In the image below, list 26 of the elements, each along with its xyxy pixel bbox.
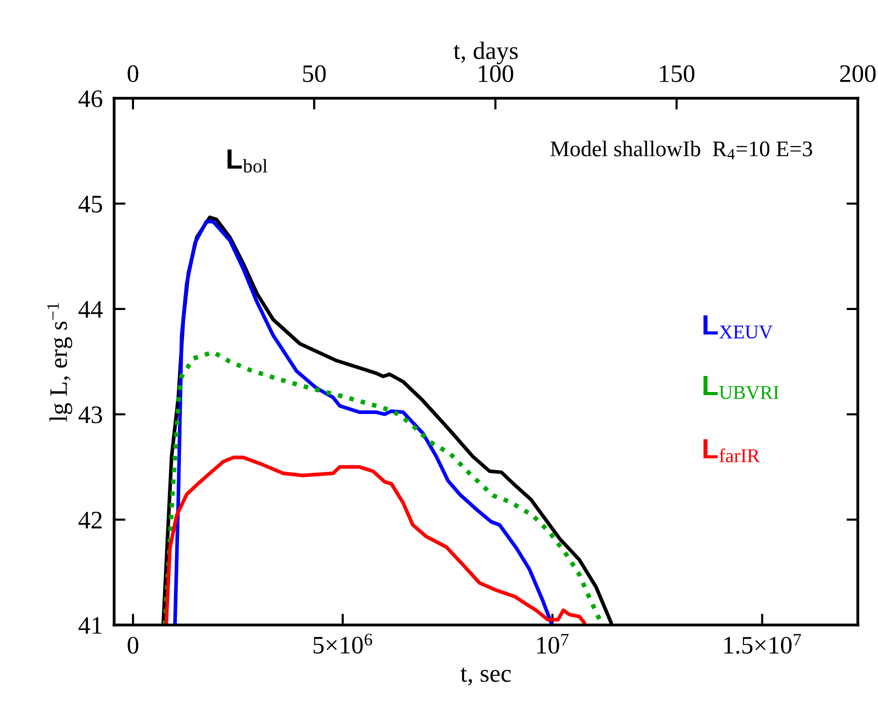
line-series <box>164 456 586 625</box>
y-tick-label: 44 <box>78 301 103 318</box>
x2-tick-label: 200 <box>840 65 876 82</box>
x2-tick-label: 150 <box>660 65 694 82</box>
y-tick-label: 41 <box>78 617 102 634</box>
x-tick-label: 5×10$^{6}$ <box>314 634 372 654</box>
text: L$_{UBVRI}$ <box>703 376 779 400</box>
text: L$_{XEUV}$ <box>703 315 773 339</box>
series-label: L$_{bol}$ <box>228 149 268 173</box>
y-tick-label: 45 <box>78 196 102 213</box>
x2-tick-label: 100 <box>478 65 514 82</box>
x-tick-label: 1.5×10$^{7}$ <box>724 634 801 654</box>
text: L$_{farIR}$ <box>703 439 760 462</box>
x-axis-title: t, sec <box>460 668 511 686</box>
line-series <box>173 220 553 625</box>
x2-axis-title: t, days <box>454 42 518 64</box>
y-tick-label: 42 <box>78 512 102 528</box>
x-tick-label: 10$^{7}$ <box>537 634 569 654</box>
y-axis-title: lg L, erg s$^{−1}$ <box>47 302 72 422</box>
x2-tick-label: 50 <box>303 65 326 82</box>
y-tick-label: 43 <box>78 406 102 424</box>
x2-tick-label: 0 <box>128 65 138 82</box>
line-series <box>162 350 604 625</box>
annotation: Model shallowIb R$_{4}$=10 E=3 <box>550 140 812 160</box>
y-tick-label: 46 <box>78 90 102 108</box>
x-tick-label: 0 <box>128 636 138 654</box>
